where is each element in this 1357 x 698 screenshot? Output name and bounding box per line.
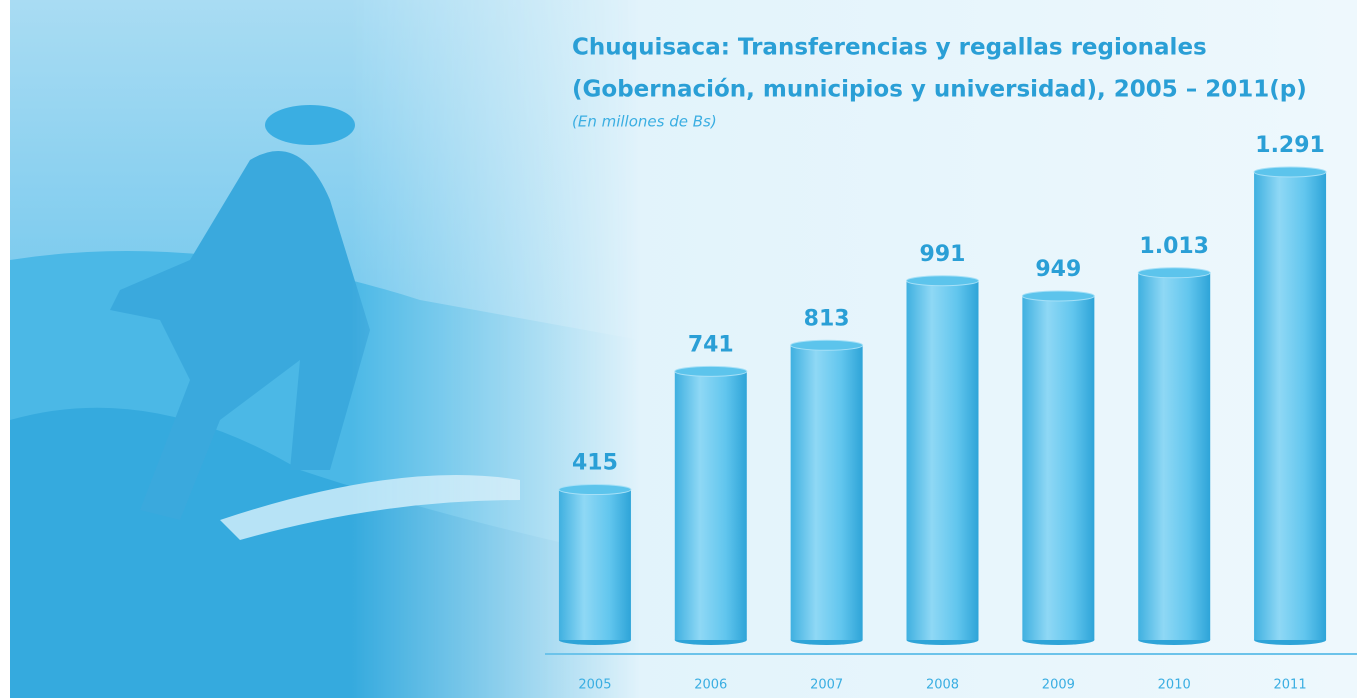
chart-title: Chuquisaca: Transferencias y regallas re… xyxy=(572,35,1207,61)
bar xyxy=(1138,273,1210,640)
bar-top xyxy=(1138,268,1210,278)
bar xyxy=(675,371,747,640)
x-tick-label: 2009 xyxy=(1042,678,1075,693)
value-label: 991 xyxy=(920,242,966,267)
chart: Chuquisaca: Transferencias y regallas re… xyxy=(0,0,1357,698)
bar xyxy=(1254,172,1326,640)
bar-top xyxy=(1254,167,1326,177)
bar-top xyxy=(1022,291,1094,301)
bar xyxy=(1022,296,1094,640)
photo xyxy=(10,0,650,698)
chart-title: (Gobernación, municipios y universidad),… xyxy=(572,77,1307,103)
bar xyxy=(559,490,631,640)
x-tick-label: 2007 xyxy=(810,678,843,693)
chart-subtitle: (En millones de Bs) xyxy=(572,113,717,131)
x-tick-label: 2008 xyxy=(926,678,959,693)
bar xyxy=(907,281,979,640)
value-label: 415 xyxy=(572,451,618,476)
bar-top xyxy=(791,340,863,350)
bar-top xyxy=(675,366,747,376)
value-label: 1.291 xyxy=(1255,133,1325,158)
bar-top xyxy=(907,276,979,286)
x-tick-label: 2005 xyxy=(578,678,611,693)
value-label: 1.013 xyxy=(1139,234,1209,259)
bar xyxy=(791,345,863,640)
value-label: 741 xyxy=(688,332,734,357)
x-tick-label: 2010 xyxy=(1158,678,1191,693)
value-label: 813 xyxy=(804,306,850,331)
x-tick-label: 2006 xyxy=(694,678,727,693)
x-tick-label: 2011 xyxy=(1274,678,1307,693)
value-label: 949 xyxy=(1035,257,1081,282)
bar-top xyxy=(559,485,631,495)
